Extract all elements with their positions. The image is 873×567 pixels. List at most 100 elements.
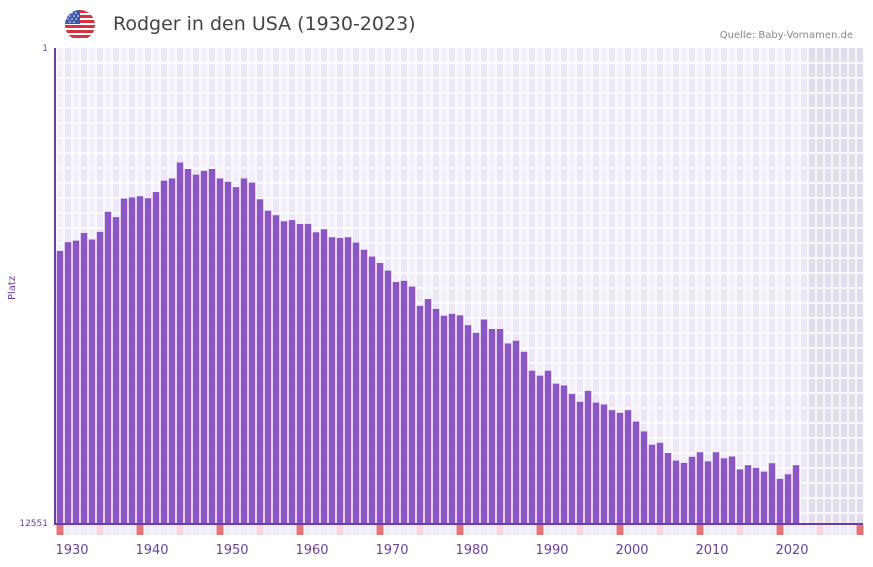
bar-2011[interactable] — [712, 452, 720, 524]
bar-2015[interactable] — [744, 465, 752, 524]
bar-2013[interactable] — [728, 456, 736, 524]
bar-1949[interactable] — [216, 178, 224, 525]
bar-1993[interactable] — [568, 393, 576, 524]
bar-1943[interactable] — [168, 178, 176, 525]
bar-1988[interactable] — [528, 370, 536, 524]
x-tick-2010: 2010 — [695, 543, 729, 558]
bar-1959[interactable] — [296, 223, 304, 524]
bar-1989[interactable] — [536, 375, 544, 524]
bar-1976[interactable] — [432, 308, 440, 524]
bar-1960[interactable] — [304, 223, 312, 524]
bar-2007[interactable] — [680, 462, 688, 524]
bar-1950[interactable] — [224, 181, 232, 524]
bar-1936[interactable] — [112, 217, 120, 524]
bar-1963[interactable] — [328, 237, 336, 524]
bar-2006[interactable] — [672, 460, 680, 524]
bar-1947[interactable] — [200, 170, 208, 524]
bar-2009[interactable] — [696, 452, 704, 524]
bar-1998[interactable] — [608, 410, 616, 524]
bar-1973[interactable] — [408, 286, 416, 524]
bar-1984[interactable] — [496, 329, 504, 524]
bar-2014[interactable] — [736, 469, 744, 524]
bar-1948[interactable] — [208, 168, 216, 524]
bar-2019[interactable] — [776, 478, 784, 524]
bar-1941[interactable] — [152, 192, 160, 524]
bar-1966[interactable] — [352, 242, 360, 524]
bar-1987[interactable] — [520, 351, 528, 524]
bar-2010[interactable] — [704, 461, 712, 524]
bar-2003[interactable] — [648, 444, 656, 524]
bar-1951[interactable] — [232, 187, 240, 525]
bar-1974[interactable] — [416, 305, 424, 524]
bar-1942[interactable] — [160, 180, 168, 525]
bar-1999[interactable] — [616, 412, 624, 524]
bar-1985[interactable] — [504, 343, 512, 524]
bar-1935[interactable] — [104, 211, 112, 525]
bar-2001[interactable] — [632, 421, 640, 524]
bar-1983[interactable] — [488, 329, 496, 524]
bar-1937[interactable] — [120, 198, 128, 525]
x-tick-1970: 1970 — [375, 543, 409, 558]
bar-1956[interactable] — [272, 215, 280, 524]
us-flag-icon — [65, 10, 95, 40]
bar-1953[interactable] — [248, 182, 256, 524]
bar-1982[interactable] — [480, 319, 488, 524]
bar-1990[interactable] — [544, 370, 552, 524]
bar-1954[interactable] — [256, 199, 264, 524]
bar-1962[interactable] — [320, 229, 328, 524]
bar-1992[interactable] — [560, 385, 568, 524]
bar-1994[interactable] — [576, 401, 584, 524]
bar-1946[interactable] — [192, 174, 200, 524]
bar-1932[interactable] — [80, 233, 88, 524]
bar-1934[interactable] — [96, 231, 104, 525]
bar-2004[interactable] — [656, 442, 664, 524]
bar-1969[interactable] — [376, 263, 384, 524]
bar-1980[interactable] — [464, 325, 472, 524]
bar-1995[interactable] — [584, 390, 592, 524]
bar-1986[interactable] — [512, 340, 520, 524]
bar-1981[interactable] — [472, 332, 480, 524]
bar-1930[interactable] — [64, 242, 72, 524]
bar-1970[interactable] — [384, 270, 392, 524]
bar-1979[interactable] — [456, 315, 464, 524]
bar-2005[interactable] — [664, 453, 672, 524]
bar-1938[interactable] — [128, 197, 136, 524]
bar-2017[interactable] — [760, 471, 768, 524]
bar-1929[interactable] — [56, 250, 64, 524]
bar-1978[interactable] — [448, 313, 456, 524]
bar-2020[interactable] — [784, 474, 792, 524]
bar-1931[interactable] — [72, 240, 80, 525]
bar-1939[interactable] — [136, 196, 144, 525]
bar-1955[interactable] — [264, 210, 272, 524]
bar-1961[interactable] — [312, 232, 320, 524]
bar-1944[interactable] — [176, 162, 184, 524]
bar-2018[interactable] — [768, 463, 776, 524]
bar-1972[interactable] — [400, 280, 408, 524]
bar-1964[interactable] — [336, 237, 344, 524]
bar-1965[interactable] — [344, 237, 352, 524]
bar-1957[interactable] — [280, 221, 288, 524]
bar-2012[interactable] — [720, 458, 728, 524]
bar-1968[interactable] — [368, 256, 376, 524]
bar-1958[interactable] — [288, 220, 296, 524]
bar-2008[interactable] — [688, 456, 696, 524]
source-link[interactable]: Quelle: Baby-Vornamen.de — [719, 30, 853, 41]
bar-1975[interactable] — [424, 299, 432, 524]
bar-1997[interactable] — [600, 404, 608, 524]
bar-1967[interactable] — [360, 249, 368, 525]
us-flag-graphic — [65, 10, 95, 40]
bar-2002[interactable] — [640, 431, 648, 524]
bar-1991[interactable] — [552, 383, 560, 524]
bar-1940[interactable] — [144, 198, 152, 524]
bar-2000[interactable] — [624, 410, 632, 524]
bar-1971[interactable] — [392, 281, 400, 524]
bar-2016[interactable] — [752, 467, 760, 524]
bar-1933[interactable] — [88, 239, 96, 524]
bar-1952[interactable] — [240, 178, 248, 525]
bar-1945[interactable] — [184, 168, 192, 524]
bar-1977[interactable] — [440, 315, 448, 524]
bar-1996[interactable] — [592, 402, 600, 524]
future-region — [808, 48, 863, 524]
bar-2021[interactable] — [792, 465, 800, 524]
